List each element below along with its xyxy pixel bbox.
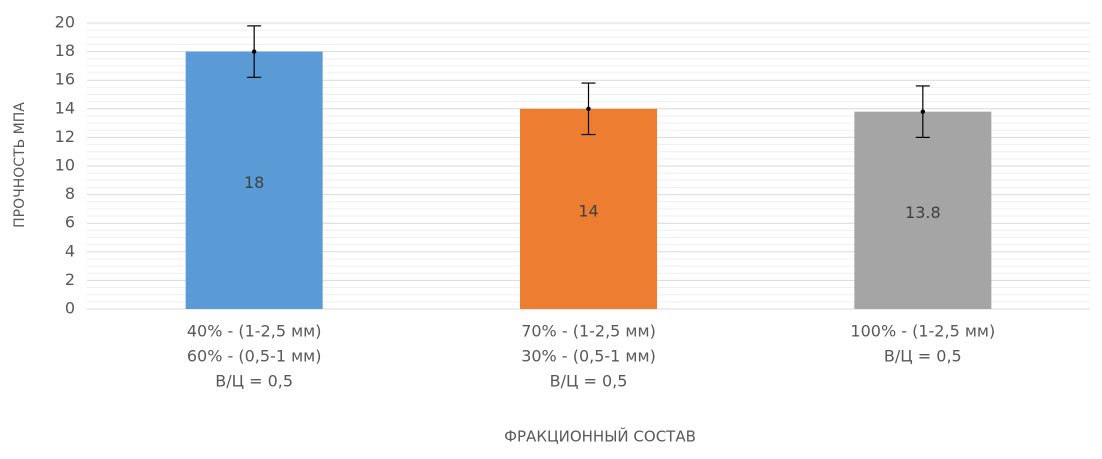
bar (185, 51, 323, 309)
y-tick-label: 10 (55, 156, 75, 175)
x-tick-label: В/Ц = 0,5 (884, 347, 962, 366)
data-label: 13.8 (905, 203, 941, 222)
value-marker (920, 109, 926, 114)
y-tick-label: 18 (55, 41, 75, 60)
y-tick-label: 12 (55, 127, 75, 146)
y-tick-label: 4 (65, 241, 75, 260)
x-tick-label: В/Ц = 0,5 (550, 372, 628, 391)
y-axis-title: ПРОЧНОСТЬ МПА (12, 102, 28, 228)
x-tick-label: 60% - (0,5-1 мм) (187, 347, 322, 366)
x-tick-label: 100% - (1-2,5 мм) (850, 322, 995, 341)
x-tick-label: В/Ц = 0,5 (215, 372, 293, 391)
x-tick-label: 30% - (0,5-1 мм) (521, 347, 656, 366)
bar (520, 108, 657, 309)
y-tick-label: 2 (65, 270, 75, 289)
y-tick-label: 8 (65, 184, 75, 203)
x-axis-title: ФРАКЦИОННЫЙ СОСТАВ (504, 427, 696, 446)
y-tick-label: 6 (65, 213, 75, 232)
y-tick-label: 14 (55, 98, 75, 117)
y-tick-label: 20 (55, 13, 75, 32)
data-label: 18 (244, 173, 264, 192)
y-tick-label: 0 (65, 299, 75, 318)
value-marker (586, 106, 591, 112)
x-tick-label: 40% - (1-2,5 мм) (187, 322, 322, 341)
y-tick-label: 16 (55, 70, 75, 89)
x-tick-label: 70% - (1-2,5 мм) (521, 322, 656, 341)
value-marker (251, 49, 257, 54)
data-label: 14 (578, 201, 598, 220)
bar (854, 111, 992, 309)
